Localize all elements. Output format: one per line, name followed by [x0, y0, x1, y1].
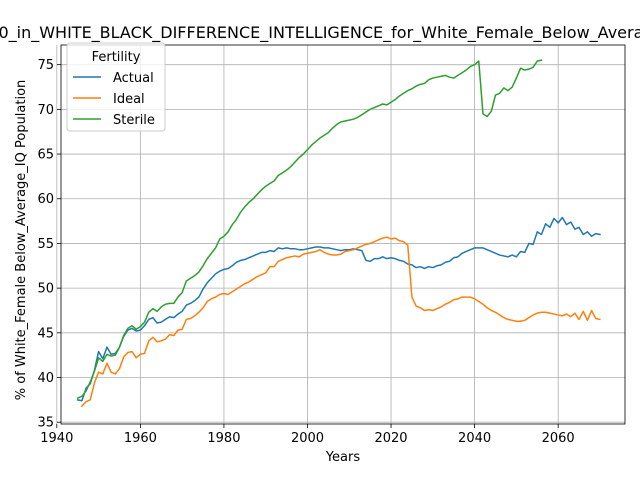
- y-tick-label: 60: [37, 192, 54, 207]
- x-axis: 1940 1960 1980 2000 2020 2040 2060: [40, 424, 575, 446]
- legend-title: Fertility: [92, 50, 141, 65]
- grid: [56, 45, 625, 424]
- x-tick-label: 2060: [542, 431, 575, 446]
- plot-frame: [60, 44, 626, 425]
- y-tick-label: 75: [37, 58, 54, 73]
- y-tick-label: 70: [37, 103, 54, 118]
- legend-label-actual: Actual: [113, 71, 154, 86]
- x-tick-label: 2020: [374, 431, 407, 446]
- chart-title: Time_0_in_WHITE_BLACK_DIFFERENCE_INTELLI…: [0, 23, 640, 43]
- series-line-ideal: [80, 236, 601, 408]
- y-tick-label: 50: [37, 282, 54, 297]
- x-axis-label: Years: [325, 450, 361, 465]
- x-tick-label: 1940: [40, 431, 73, 446]
- y-axis-label: % of White_Female Below_Average_IQ Popul…: [14, 80, 29, 401]
- y-tick-label: 55: [37, 237, 54, 252]
- x-tick-label: 1980: [207, 431, 240, 446]
- legend-label-sterile: Sterile: [113, 113, 155, 128]
- y-tick-label: 45: [37, 326, 54, 341]
- series-layer: [76, 59, 601, 408]
- y-tick-label: 35: [37, 416, 54, 431]
- legend: Fertility Actual Ideal Sterile: [66, 42, 166, 132]
- y-tick-label: 65: [37, 148, 54, 163]
- x-tick-label: 2000: [291, 431, 324, 446]
- series-line-actual: [76, 216, 601, 402]
- legend-label-ideal: Ideal: [113, 92, 145, 107]
- y-axis: 35 40 45 50 55 60 65 70 75: [37, 58, 61, 431]
- x-tick-label: 1960: [124, 431, 157, 446]
- x-tick-label: 2040: [458, 431, 491, 446]
- y-tick-label: 40: [37, 371, 54, 386]
- series-line-sterile: [76, 59, 543, 400]
- legend-box: [66, 42, 166, 132]
